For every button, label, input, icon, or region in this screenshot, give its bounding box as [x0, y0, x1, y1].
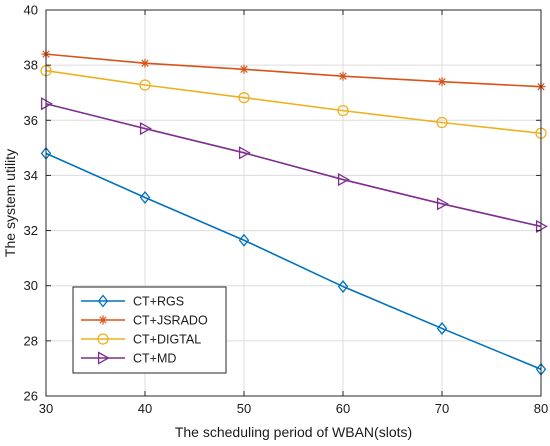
data-point — [40, 97, 53, 111]
data-point — [140, 58, 150, 68]
data-point — [535, 219, 548, 234]
x-tick-label: 60 — [336, 401, 350, 416]
series-ct-md — [40, 97, 548, 234]
legend-marker — [97, 294, 109, 308]
x-tick-label: 80 — [534, 401, 548, 416]
y-tick-label: 38 — [24, 58, 38, 73]
y-tick-label: 28 — [24, 333, 38, 348]
x-tick-label: 50 — [237, 401, 251, 416]
data-point — [337, 172, 350, 187]
data-point — [238, 92, 250, 104]
series-line — [45, 69, 542, 135]
data-point — [238, 146, 251, 160]
data-point — [238, 233, 250, 247]
y-tick-label: 40 — [24, 3, 38, 18]
series-line — [45, 102, 542, 228]
x-tick-label: 40 — [138, 401, 152, 416]
y-axis-label: The system utility — [2, 149, 18, 257]
series-line — [45, 152, 542, 370]
x-axis-label: The scheduling period of WBAN(slots) — [175, 424, 412, 440]
data-point — [436, 116, 448, 129]
y-tick-label: 34 — [24, 168, 38, 183]
legend-item: CT+RGS — [81, 294, 184, 309]
x-tick-label: 30 — [39, 401, 53, 416]
data-point — [139, 121, 152, 136]
y-tick-label: 30 — [24, 278, 38, 293]
data-point — [239, 64, 249, 74]
series-ct-digtal — [40, 65, 547, 139]
y-tick-label: 26 — [24, 389, 38, 404]
legend-item: CT+MD — [81, 351, 176, 366]
x-tick-label: 70 — [435, 401, 449, 416]
y-tick-label: 36 — [24, 113, 38, 128]
legend-marker — [97, 333, 109, 345]
data-point — [436, 321, 448, 335]
legend-label: CT+JSRADO — [133, 314, 208, 328]
data-point — [337, 104, 349, 117]
data-point — [338, 71, 348, 81]
data-point — [437, 77, 447, 87]
ticks: 30 40 50 60 70 80 26 28 30 32 34 36 38 40 — [24, 3, 549, 417]
legend-label: CT+RGS — [133, 295, 184, 309]
legend-marker — [98, 315, 108, 325]
plot-frame — [45, 9, 542, 397]
legend-marker — [97, 351, 110, 365]
legend: CT+RGS CT+JSRADO CT+DIGTAL CT+MD — [72, 286, 227, 374]
legend-item: CT+JSRADO — [81, 314, 208, 328]
series-line — [45, 53, 542, 88]
legend-item: CT+DIGTAL — [81, 333, 201, 347]
data-point — [436, 197, 449, 211]
legend-label: CT+DIGTAL — [133, 333, 201, 347]
legend-label: CT+MD — [133, 352, 176, 366]
data-point — [139, 190, 151, 205]
data-point — [337, 280, 349, 294]
data-point — [139, 79, 151, 91]
y-tick-label: 32 — [24, 223, 38, 238]
series-layer — [40, 49, 548, 376]
